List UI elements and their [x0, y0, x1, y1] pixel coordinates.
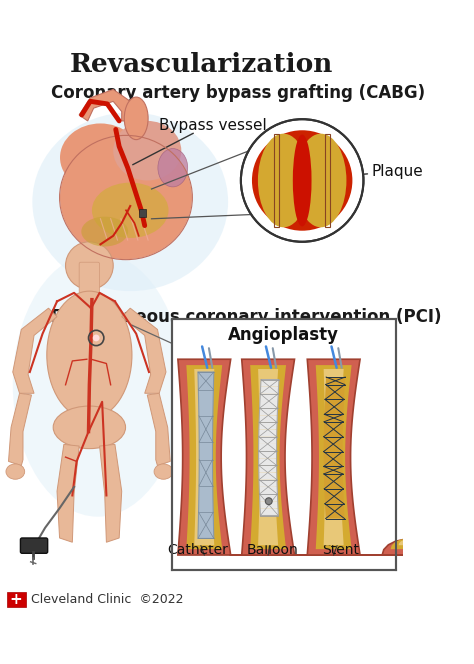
FancyBboxPatch shape: [7, 592, 26, 607]
Ellipse shape: [32, 112, 228, 291]
Ellipse shape: [295, 133, 346, 227]
Polygon shape: [259, 408, 278, 415]
Text: Revascularization: Revascularization: [70, 52, 333, 77]
FancyBboxPatch shape: [20, 538, 48, 553]
Polygon shape: [260, 501, 278, 509]
Polygon shape: [13, 308, 57, 393]
Ellipse shape: [60, 124, 141, 191]
Polygon shape: [258, 369, 474, 545]
Polygon shape: [198, 372, 214, 539]
Ellipse shape: [13, 253, 183, 517]
Circle shape: [265, 498, 272, 505]
Polygon shape: [259, 465, 277, 473]
Polygon shape: [260, 509, 278, 515]
Polygon shape: [260, 394, 278, 401]
Wedge shape: [285, 131, 319, 181]
Ellipse shape: [293, 135, 311, 226]
Ellipse shape: [60, 136, 192, 259]
Polygon shape: [259, 430, 277, 437]
Polygon shape: [261, 380, 279, 386]
Polygon shape: [260, 386, 279, 394]
Ellipse shape: [252, 130, 352, 230]
Polygon shape: [259, 451, 277, 458]
Polygon shape: [307, 359, 474, 555]
Polygon shape: [194, 369, 419, 545]
FancyBboxPatch shape: [79, 262, 100, 293]
Text: +: +: [10, 592, 23, 607]
Polygon shape: [324, 369, 474, 545]
Text: Angioplasty: Angioplasty: [228, 325, 339, 343]
Polygon shape: [178, 359, 435, 555]
Polygon shape: [260, 401, 278, 408]
Text: Catheter: Catheter: [167, 543, 228, 557]
Polygon shape: [324, 377, 345, 519]
Text: Bypass vessel: Bypass vessel: [159, 118, 267, 133]
Text: Percutaneous coronary intervention (PCI): Percutaneous coronary intervention (PCI): [51, 307, 442, 325]
Polygon shape: [259, 494, 278, 501]
Circle shape: [241, 120, 364, 242]
Ellipse shape: [124, 97, 148, 139]
Polygon shape: [79, 90, 130, 121]
Wedge shape: [285, 181, 323, 230]
Ellipse shape: [92, 183, 169, 238]
Polygon shape: [9, 393, 31, 465]
Ellipse shape: [158, 149, 188, 187]
Polygon shape: [147, 393, 170, 465]
Ellipse shape: [258, 133, 309, 227]
Text: Cleveland Clinic  ©2022: Cleveland Clinic ©2022: [31, 593, 183, 606]
Polygon shape: [259, 479, 277, 487]
Polygon shape: [186, 365, 427, 549]
Polygon shape: [66, 189, 181, 257]
Ellipse shape: [47, 291, 132, 419]
Polygon shape: [259, 422, 277, 430]
Circle shape: [65, 242, 113, 290]
Polygon shape: [316, 365, 474, 549]
Polygon shape: [242, 359, 474, 555]
Ellipse shape: [113, 121, 181, 181]
Polygon shape: [259, 473, 277, 479]
Text: Coronary artery bypass grafting (CABG): Coronary artery bypass grafting (CABG): [51, 84, 425, 102]
Polygon shape: [57, 444, 79, 542]
Polygon shape: [259, 444, 277, 451]
FancyBboxPatch shape: [172, 319, 396, 570]
Polygon shape: [122, 308, 166, 393]
Text: Plaque: Plaque: [372, 165, 424, 179]
Circle shape: [93, 335, 100, 341]
Polygon shape: [250, 365, 474, 549]
Polygon shape: [259, 415, 277, 422]
Polygon shape: [259, 487, 277, 494]
Polygon shape: [259, 458, 277, 465]
Ellipse shape: [53, 406, 126, 449]
Polygon shape: [100, 444, 122, 542]
Text: Balloon: Balloon: [246, 543, 298, 557]
FancyBboxPatch shape: [139, 209, 146, 217]
Polygon shape: [259, 437, 277, 444]
Ellipse shape: [154, 464, 173, 479]
Ellipse shape: [6, 464, 25, 479]
Ellipse shape: [81, 216, 128, 246]
Text: Stent: Stent: [322, 543, 359, 557]
